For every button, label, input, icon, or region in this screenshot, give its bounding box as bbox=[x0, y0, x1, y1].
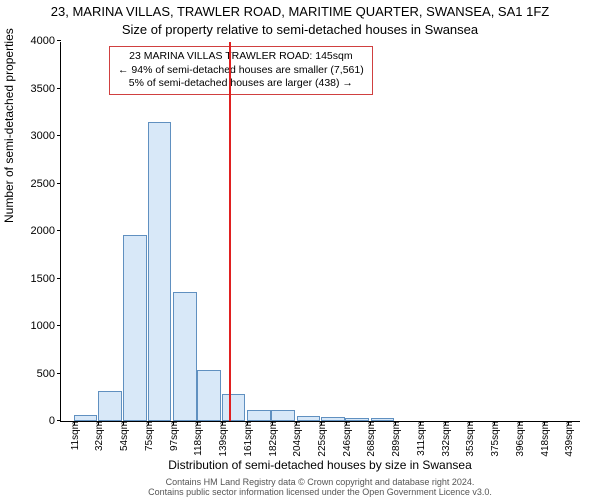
chart-title: Size of property relative to semi-detach… bbox=[0, 22, 600, 37]
info-box: 23 MARINA VILLAS TRAWLER ROAD: 145sqm ← … bbox=[109, 46, 373, 95]
y-tick-mark bbox=[57, 88, 61, 89]
x-tick-label: 375sqm bbox=[490, 421, 501, 457]
x-tick-mark bbox=[568, 421, 569, 425]
x-tick-mark bbox=[395, 421, 396, 425]
histogram-bar bbox=[321, 417, 345, 421]
x-tick-mark bbox=[346, 421, 347, 425]
y-tick-label: 3500 bbox=[31, 83, 61, 95]
x-tick-label: 225sqm bbox=[317, 421, 328, 457]
x-tick-label: 332sqm bbox=[441, 421, 452, 457]
y-tick-mark bbox=[57, 278, 61, 279]
x-tick-mark bbox=[321, 421, 322, 425]
x-tick-mark bbox=[123, 421, 124, 425]
histogram-bar bbox=[173, 292, 197, 421]
histogram-bar bbox=[345, 418, 369, 421]
x-tick-label: 353sqm bbox=[465, 421, 476, 457]
histogram-bar bbox=[197, 370, 221, 421]
x-tick-label: 268sqm bbox=[366, 421, 377, 457]
x-tick-mark bbox=[519, 421, 520, 425]
y-tick-label: 1000 bbox=[31, 320, 61, 332]
y-tick-label: 2000 bbox=[31, 225, 61, 237]
x-tick-mark bbox=[74, 421, 75, 425]
attribution-line-2: Contains public sector information licen… bbox=[60, 488, 580, 498]
y-tick-mark bbox=[57, 420, 61, 421]
x-tick-mark bbox=[445, 421, 446, 425]
chart-supertitle: 23, MARINA VILLAS, TRAWLER ROAD, MARITIM… bbox=[0, 4, 600, 19]
x-tick-mark bbox=[98, 421, 99, 425]
x-tick-mark bbox=[272, 421, 273, 425]
x-tick-mark bbox=[296, 421, 297, 425]
y-tick-mark bbox=[57, 230, 61, 231]
x-tick-label: 396sqm bbox=[515, 421, 526, 457]
x-tick-mark bbox=[173, 421, 174, 425]
x-tick-mark bbox=[370, 421, 371, 425]
x-tick-label: 32sqm bbox=[94, 421, 105, 451]
x-tick-label: 97sqm bbox=[169, 421, 180, 451]
x-tick-mark bbox=[544, 421, 545, 425]
histogram-bar bbox=[74, 415, 98, 421]
y-tick-label: 0 bbox=[49, 415, 61, 427]
x-tick-label: 246sqm bbox=[342, 421, 353, 457]
y-tick-label: 3000 bbox=[31, 130, 61, 142]
x-tick-mark bbox=[197, 421, 198, 425]
histogram-bar bbox=[98, 391, 122, 421]
marker-line bbox=[229, 42, 231, 421]
y-tick-label: 1500 bbox=[31, 273, 61, 285]
y-tick-label: 2500 bbox=[31, 178, 61, 190]
y-tick-label: 4000 bbox=[31, 35, 61, 47]
x-tick-label: 204sqm bbox=[292, 421, 303, 457]
x-tick-mark bbox=[222, 421, 223, 425]
x-tick-label: 139sqm bbox=[218, 421, 229, 457]
x-tick-mark bbox=[247, 421, 248, 425]
x-tick-label: 118sqm bbox=[193, 421, 204, 456]
attribution: Contains HM Land Registry data © Crown c… bbox=[60, 478, 580, 498]
histogram-bar bbox=[222, 394, 246, 421]
histogram-bar bbox=[271, 410, 295, 421]
histogram-bar bbox=[371, 418, 395, 421]
x-tick-label: 182sqm bbox=[268, 421, 279, 457]
histogram-bar bbox=[123, 235, 147, 421]
x-tick-label: 54sqm bbox=[119, 421, 130, 451]
y-tick-mark bbox=[57, 40, 61, 41]
info-line-3: 5% of semi-detached houses are larger (4… bbox=[118, 77, 364, 91]
x-tick-label: 289sqm bbox=[391, 421, 402, 457]
x-tick-mark bbox=[148, 421, 149, 425]
y-axis-label: Number of semi-detached properties bbox=[2, 28, 16, 223]
x-tick-label: 161sqm bbox=[243, 421, 254, 457]
y-tick-mark bbox=[57, 325, 61, 326]
y-tick-label: 500 bbox=[37, 368, 61, 380]
y-tick-mark bbox=[57, 183, 61, 184]
x-tick-label: 418sqm bbox=[540, 421, 551, 457]
x-tick-label: 11sqm bbox=[70, 421, 81, 450]
histogram-bar bbox=[148, 122, 172, 421]
y-tick-mark bbox=[57, 135, 61, 136]
info-line-1: 23 MARINA VILLAS TRAWLER ROAD: 145sqm bbox=[118, 50, 364, 64]
chart-plot-area: 23 MARINA VILLAS TRAWLER ROAD: 145sqm ← … bbox=[60, 42, 580, 422]
histogram-bar bbox=[297, 416, 321, 421]
x-tick-label: 311sqm bbox=[416, 421, 427, 456]
x-tick-mark bbox=[494, 421, 495, 425]
info-line-2: ← 94% of semi-detached houses are smalle… bbox=[118, 64, 364, 78]
x-axis-label: Distribution of semi-detached houses by … bbox=[60, 458, 580, 472]
x-tick-label: 75sqm bbox=[144, 421, 155, 451]
histogram-bar bbox=[247, 410, 271, 421]
x-tick-mark bbox=[469, 421, 470, 425]
x-tick-label: 439sqm bbox=[564, 421, 575, 457]
x-tick-mark bbox=[420, 421, 421, 425]
y-tick-mark bbox=[57, 373, 61, 374]
